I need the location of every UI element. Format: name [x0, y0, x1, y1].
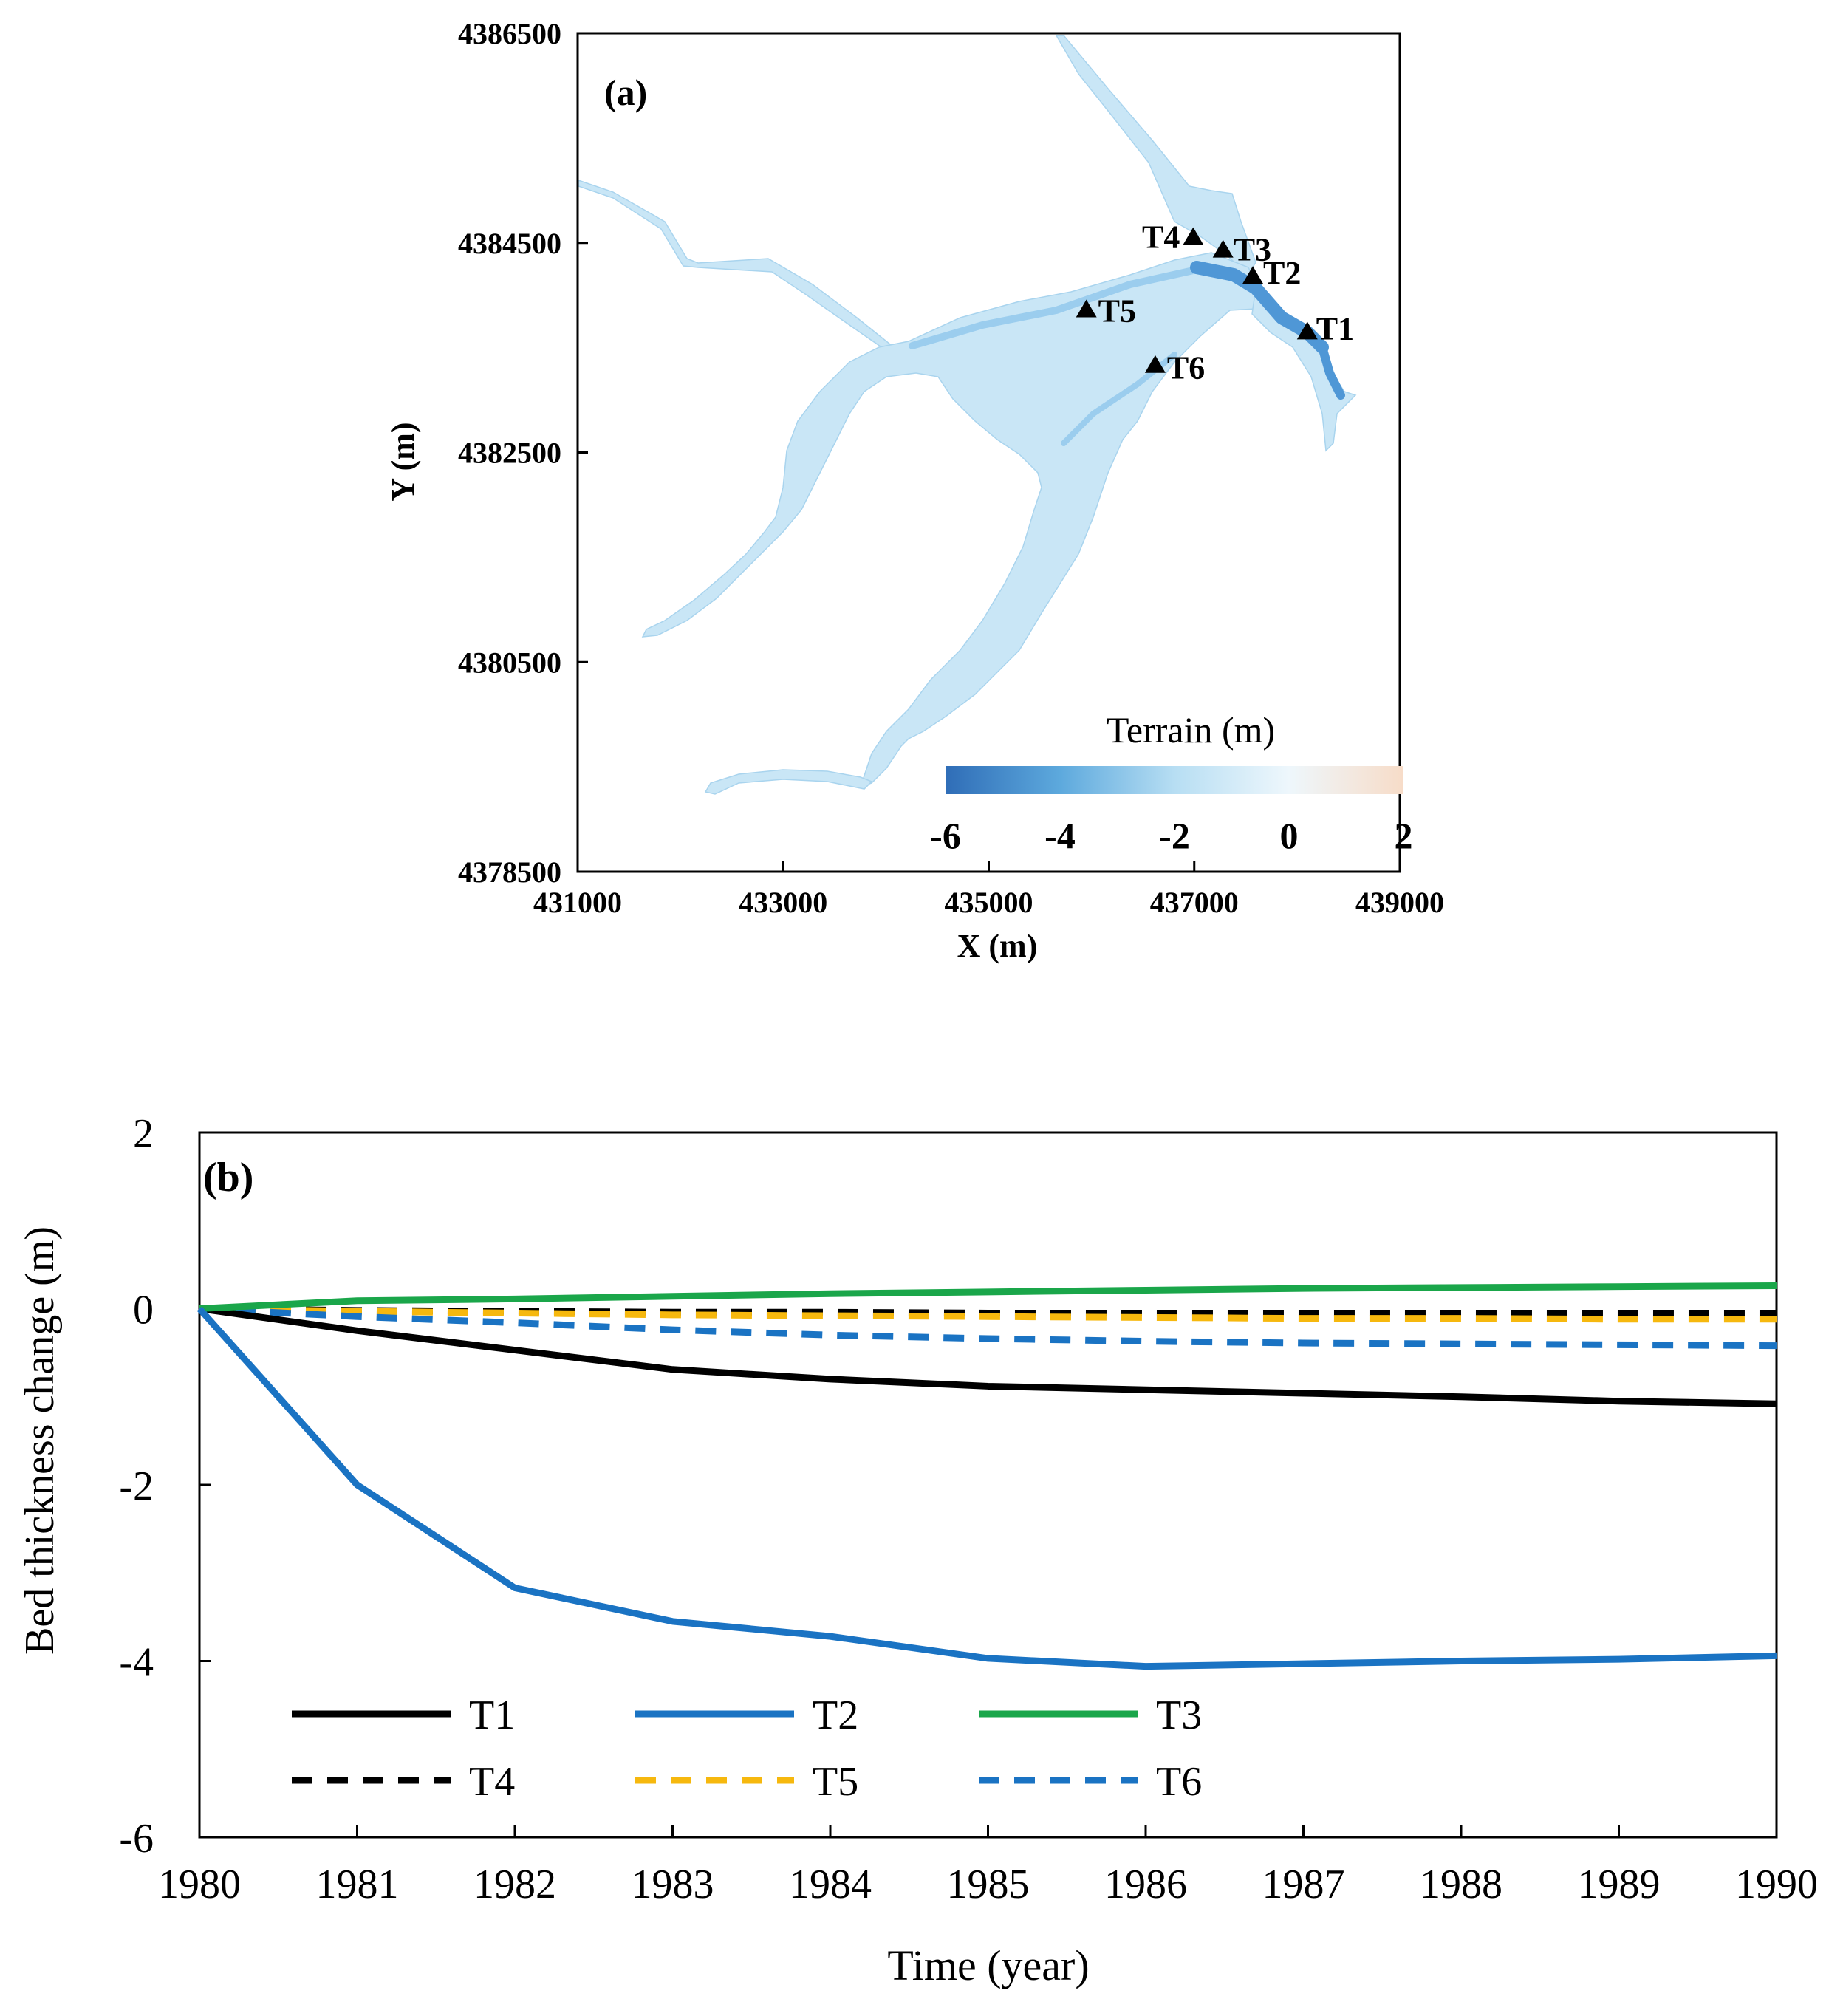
station-label-t1: T1 — [1316, 310, 1354, 346]
chart-x-tick-label: 1989 — [1578, 1862, 1661, 1907]
terrain-colorbar: Terrain (m) -6 -4 -2 0 2 — [930, 709, 1412, 856]
station-label-t2: T2 — [1263, 255, 1301, 291]
chart-x-tick-label: 1982 — [473, 1862, 556, 1907]
series-line-t1 — [199, 1305, 1777, 1407]
station-marker-t6 — [1144, 355, 1166, 373]
map-y-tick-label: 4380500 — [458, 646, 561, 679]
main-reservoir — [641, 252, 1260, 788]
series-line-t4 — [199, 1305, 1777, 1316]
chart-y-tick-label: 0 — [133, 1288, 154, 1333]
map-y-axis-label: Y (m) — [385, 422, 421, 501]
colorbar-tick-label: -4 — [1044, 815, 1076, 856]
chart-axis-ticks: 1980 1981 1982 1983 1984 1985 1986 1987 1988 1989… — [119, 1111, 1818, 1907]
series-line-t2 — [196, 1306, 1777, 1670]
series-line-t5 — [199, 1305, 1777, 1323]
chart-y-tick-label: -6 — [119, 1816, 154, 1862]
chart-y-tick-label: -4 — [119, 1640, 154, 1686]
station-marker-t3 — [1212, 239, 1234, 258]
station-marker-t4 — [1183, 227, 1204, 245]
legend-label-t1: T1 — [469, 1692, 515, 1738]
chart-y-tick-label: -2 — [119, 1463, 154, 1509]
map-axis-ticks: 431000 433000 435000 437000 439000 4386500 438… — [458, 17, 1444, 919]
colorbar-tick-label: -2 — [1159, 815, 1190, 856]
station-marker-t2 — [1242, 266, 1264, 284]
panel-a-label: (a) — [604, 72, 647, 113]
chart-x-tick-label: 1987 — [1262, 1862, 1345, 1907]
legend-label-t6: T6 — [1156, 1759, 1202, 1805]
chart-x-tick-label: 1988 — [1420, 1862, 1502, 1907]
map-x-axis-label: X (m) — [957, 928, 1038, 964]
series-line-t3 — [199, 1282, 1777, 1312]
chart-x-tick-label: 1983 — [632, 1862, 714, 1907]
map-y-tick-label: 4378500 — [458, 855, 561, 889]
west-tributary — [578, 179, 917, 354]
station-label-t3: T3 — [1234, 232, 1271, 268]
legend-label-t5: T5 — [813, 1759, 858, 1805]
map-x-tick-label: 439000 — [1355, 886, 1444, 919]
map-x-tick-label: 437000 — [1150, 886, 1239, 919]
map-y-tick-label: 4386500 — [458, 17, 561, 50]
series-lines — [196, 1282, 1777, 1670]
legend-label-t4: T4 — [469, 1759, 515, 1805]
chart-x-tick-label: 1980 — [158, 1862, 241, 1907]
colorbar-tick-label: -6 — [930, 815, 961, 856]
series-line-t6 — [199, 1305, 1777, 1350]
chart-x-tick-label: 1981 — [316, 1862, 399, 1907]
map-x-tick-label: 433000 — [739, 886, 827, 919]
colorbar-gradient — [946, 766, 1403, 794]
station-label-t4: T4 — [1142, 219, 1180, 256]
north-channel — [1055, 35, 1256, 276]
channel-deep-outlet — [1318, 343, 1345, 400]
legend-label-t3: T3 — [1156, 1692, 1202, 1738]
chart-frame — [198, 1131, 1778, 1839]
map-x-tick-label: 431000 — [533, 886, 622, 919]
chart-y-axis-label: Bed thickness change (m) — [17, 1226, 63, 1655]
line-chart-panel: 1980 1981 1982 1983 1984 1985 1986 1987 1988 1989… — [17, 1111, 1818, 1989]
station-label-t6: T6 — [1167, 350, 1205, 386]
chart-x-tick-label: 1986 — [1104, 1862, 1187, 1907]
chart-y-tick-label: 2 — [133, 1111, 154, 1157]
colorbar-title: Terrain (m) — [1107, 709, 1275, 751]
colorbar-tick-label: 2 — [1395, 815, 1413, 856]
south-channel — [704, 769, 873, 795]
map-x-tick-label: 435000 — [945, 886, 1033, 919]
chart-x-tick-label: 1984 — [789, 1862, 872, 1907]
chart-x-tick-label: 1985 — [947, 1862, 1030, 1907]
station-label-t5: T5 — [1098, 293, 1136, 329]
legend-label-t2: T2 — [813, 1692, 858, 1738]
chart-x-tick-label: 1990 — [1735, 1862, 1818, 1907]
chart-legend: T1 T2 T3 T4 T5 T6 — [292, 1692, 1202, 1805]
map-y-tick-label: 4384500 — [458, 227, 561, 260]
river-water-body — [578, 35, 1357, 795]
chart-x-axis-label: Time (year) — [887, 1941, 1089, 1989]
station-marker-t1 — [1296, 321, 1318, 340]
station-marker-t5 — [1076, 299, 1097, 318]
map-y-tick-label: 4382500 — [458, 437, 561, 470]
colorbar-tick-labels: -6 -4 -2 0 2 — [930, 815, 1412, 856]
panel-b-label: (b) — [203, 1155, 253, 1200]
colorbar-tick-label: 0 — [1280, 815, 1299, 856]
map-panel: 431000 433000 435000 437000 439000 4386500 438… — [385, 17, 1444, 964]
map-frame — [576, 32, 1401, 873]
